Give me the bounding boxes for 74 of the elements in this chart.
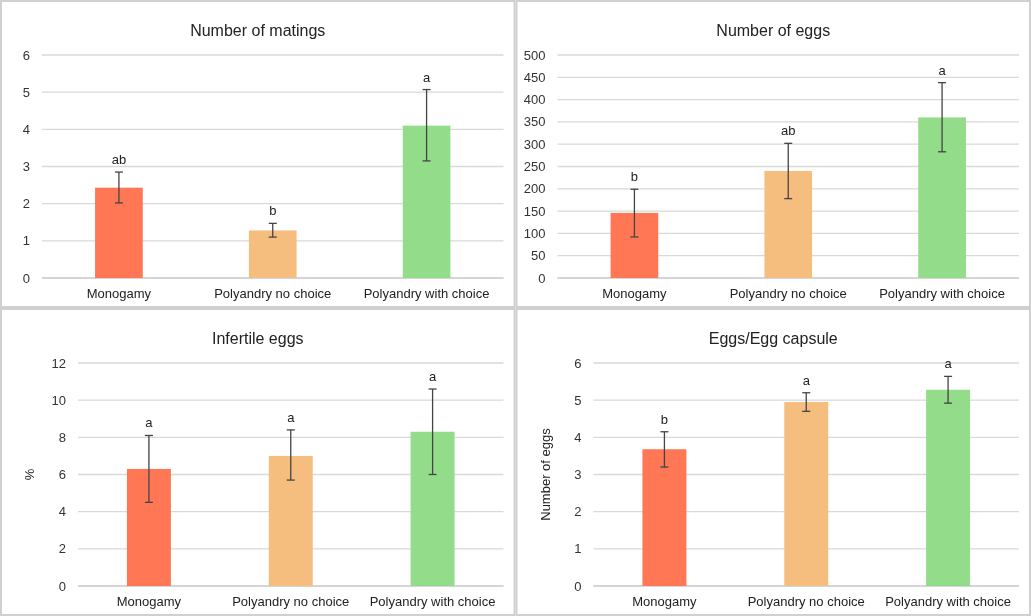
x-tick-label: Monogamy	[116, 594, 182, 609]
bar	[642, 449, 687, 586]
annotation: b	[269, 203, 277, 219]
x-tick-label: Polyandry no choice	[747, 594, 865, 609]
y-tick-label: 5	[574, 392, 582, 408]
y-tick-label: 50	[531, 248, 546, 264]
y-tick-label: 6	[58, 467, 66, 483]
y-tick-label: 12	[51, 355, 66, 371]
y-tick-label: 100	[523, 225, 546, 241]
y-tick-label: 200	[523, 181, 546, 197]
y-tick-label: 0	[574, 578, 582, 594]
y-tick-label: 2	[574, 504, 582, 520]
bar	[918, 117, 966, 278]
x-tick-label: Polyandry with choice	[363, 286, 490, 301]
y-tick-label: 8	[58, 429, 66, 445]
y-tick-label: 400	[523, 92, 546, 108]
bar	[610, 212, 659, 278]
x-tick-label: Polyandry no choice	[232, 594, 350, 609]
annotation: a	[944, 356, 953, 372]
y-tick-label: 5	[22, 84, 30, 100]
bar	[410, 431, 455, 586]
bar	[784, 402, 829, 586]
x-tick-label: Polyandry with choice	[879, 286, 1005, 301]
y-tick-label: 300	[523, 136, 546, 152]
y-tick-label: 1	[22, 233, 30, 249]
x-tick-label: Monogamy	[602, 286, 668, 301]
y-tick-label: 2	[22, 196, 30, 212]
y-axis-title: Number of eggs	[537, 427, 553, 521]
annotation: a	[938, 62, 947, 78]
annotation: b	[660, 411, 669, 427]
x-tick-label: Polyandry no choice	[214, 286, 332, 301]
bar	[764, 170, 813, 278]
y-tick-label: 1	[574, 541, 582, 557]
y-tick-label: 4	[58, 504, 66, 520]
y-tick-label: 2	[58, 541, 66, 557]
y-tick-label: 6	[22, 47, 30, 63]
y-tick-label: 3	[22, 159, 30, 175]
annotation: ab	[781, 123, 796, 139]
bar	[268, 455, 313, 586]
y-tick-label: 4	[574, 429, 582, 445]
y-tick-label: 4	[22, 121, 30, 137]
bar	[248, 230, 297, 278]
x-tick-label: Monogamy	[86, 286, 152, 301]
chart-title: Number of eggs	[716, 22, 831, 39]
chart-title: Number of matings	[190, 22, 326, 39]
y-tick-label: 0	[22, 270, 30, 286]
annotation: a	[145, 415, 154, 431]
bar	[126, 468, 171, 586]
y-tick-label: 500	[523, 47, 546, 63]
y-tick-label: 450	[523, 69, 546, 85]
bar	[95, 187, 143, 278]
annotation: ab	[111, 152, 127, 168]
x-tick-label: Polyandry no choice	[729, 286, 847, 301]
bar	[926, 389, 971, 586]
chart-title: Eggs/Egg capsule	[708, 330, 838, 347]
x-tick-label: Polyandry with choice	[885, 594, 1011, 609]
y-tick-label: 350	[523, 114, 546, 130]
x-tick-label: Polyandry with choice	[369, 594, 496, 609]
bar	[402, 125, 451, 278]
y-tick-label: 150	[523, 203, 546, 219]
y-tick-label: 250	[523, 159, 546, 175]
annotation: a	[802, 372, 811, 388]
annotation: a	[428, 369, 437, 385]
x-tick-label: Monogamy	[632, 594, 698, 609]
annotation: a	[422, 69, 431, 85]
y-tick-label: 3	[574, 467, 582, 483]
annotation: b	[630, 169, 639, 185]
chart-title: Infertile eggs	[211, 330, 304, 347]
y-tick-label: 0	[538, 270, 546, 286]
y-axis-title: %	[22, 468, 37, 481]
annotation: a	[287, 409, 296, 425]
y-tick-label: 10	[51, 392, 66, 408]
y-tick-label: 0	[58, 578, 66, 594]
y-tick-label: 6	[574, 355, 582, 371]
